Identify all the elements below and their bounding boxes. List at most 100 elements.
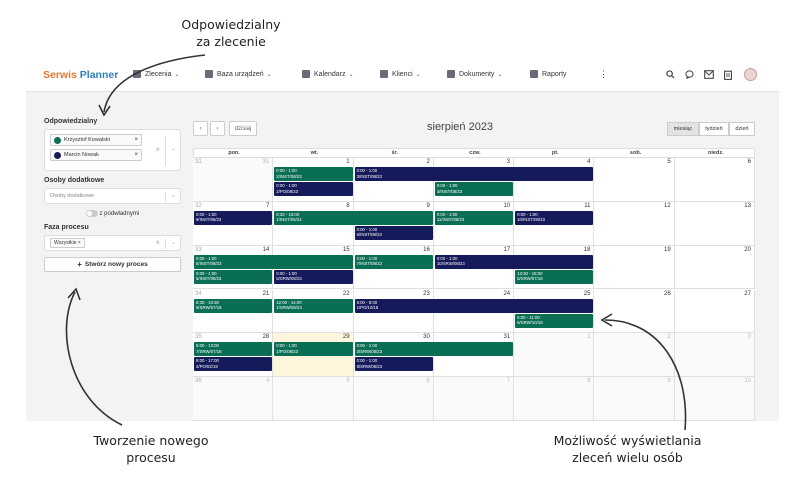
calendar-event[interactable]: 0:00 - 1:00 10/INST/08/23 bbox=[515, 210, 594, 225]
day-cell[interactable]: 18 bbox=[514, 245, 595, 290]
day-cell[interactable]: 31 bbox=[433, 333, 515, 378]
day-cell[interactable]: 16 bbox=[353, 245, 434, 290]
day-number[interactable]: 7 bbox=[265, 202, 270, 209]
day-cell[interactable]: 5 bbox=[594, 158, 675, 202]
day-cell[interactable]: 21 34 bbox=[193, 289, 274, 334]
view-week-button[interactable]: tydzień bbox=[699, 122, 729, 136]
mail-icon[interactable] bbox=[704, 70, 714, 79]
day-cell[interactable]: 9 bbox=[594, 377, 675, 421]
chevron-down-icon[interactable]: ⌄ bbox=[170, 193, 176, 199]
day-number[interactable]: 7 bbox=[506, 378, 511, 385]
calendar-event[interactable]: 8:00 - 17:00 2/PO/02/19 bbox=[194, 357, 273, 372]
process-phase-select[interactable]: Wszystkie × × ⌄ bbox=[44, 235, 181, 252]
calendar-event[interactable]: 6:00 - 11:00 6/SRW/10/18 bbox=[515, 313, 594, 328]
clear-icon[interactable]: × bbox=[155, 145, 160, 154]
day-cell[interactable]: 6 bbox=[353, 377, 434, 421]
day-cell[interactable]: 7 bbox=[433, 377, 515, 421]
next-month-button[interactable]: › bbox=[210, 121, 225, 136]
day-number[interactable]: 26 bbox=[664, 290, 671, 297]
remove-chip-icon[interactable]: × bbox=[134, 137, 138, 143]
calendar-event[interactable]: 8:30 - 10:30 9/SRW/07/18 bbox=[194, 298, 273, 313]
day-number[interactable]: 8 bbox=[346, 202, 350, 209]
day-number[interactable]: 6 bbox=[426, 378, 430, 385]
nav-item-raporty[interactable]: Raporty bbox=[530, 70, 567, 78]
day-cell[interactable]: 27 bbox=[674, 289, 755, 334]
day-number[interactable]: 10 bbox=[503, 202, 511, 209]
nav-item-klienci[interactable]: Klienci ⌄ bbox=[380, 70, 421, 78]
calendar-event[interactable]: 0:00 - 1:00 7/INST/08/23 bbox=[354, 254, 433, 269]
logo[interactable]: Serwis Planner bbox=[43, 69, 118, 81]
view-month-button[interactable]: miesiąc bbox=[667, 122, 699, 136]
day-cell[interactable]: 1 bbox=[514, 333, 595, 378]
day-number[interactable]: 29 bbox=[342, 334, 350, 341]
day-number[interactable]: 1 bbox=[346, 159, 350, 165]
chat-icon[interactable] bbox=[685, 70, 694, 79]
day-number[interactable]: 22 bbox=[342, 290, 350, 297]
day-cell[interactable]: 4 bbox=[514, 158, 595, 202]
view-day-button[interactable]: dzień bbox=[729, 122, 755, 136]
subordinates-toggle[interactable] bbox=[85, 210, 98, 217]
day-number[interactable]: 15 bbox=[342, 246, 350, 253]
day-number[interactable]: 4 bbox=[265, 378, 270, 385]
day-number[interactable]: 31 bbox=[262, 159, 270, 165]
day-number[interactable]: 16 bbox=[423, 246, 430, 253]
day-number[interactable]: 21 bbox=[262, 290, 270, 297]
day-number[interactable]: 1 bbox=[587, 334, 591, 341]
clipboard-list-icon[interactable] bbox=[724, 70, 732, 80]
day-cell[interactable]: 15 bbox=[273, 245, 354, 290]
day-number[interactable]: 2 bbox=[667, 334, 671, 341]
day-number[interactable]: 24 bbox=[503, 290, 511, 297]
day-number[interactable]: 14 bbox=[262, 246, 270, 253]
day-cell[interactable]: 13 bbox=[674, 201, 755, 246]
today-button[interactable]: dzisiaj bbox=[229, 121, 257, 136]
calendar-event[interactable]: 6:00 - 13:00 7/SRW/07/18 bbox=[194, 342, 273, 357]
day-number[interactable]: 5 bbox=[346, 378, 350, 385]
calendar-event[interactable]: 0:00 - 1:00 8/SRW/08/23 bbox=[354, 357, 433, 372]
day-number[interactable]: 31 bbox=[503, 334, 511, 341]
day-number[interactable]: 13 bbox=[744, 202, 751, 209]
calendar-event[interactable]: 0:00 - 1:00 3/INST/08/23 bbox=[354, 167, 594, 181]
more-vertical-icon[interactable]: ⋮ bbox=[599, 69, 608, 79]
chevron-down-icon[interactable]: ⌄ bbox=[170, 146, 176, 152]
day-number[interactable]: 20 bbox=[744, 246, 751, 253]
day-cell[interactable]: 25 bbox=[514, 289, 595, 334]
calendar-event[interactable]: 0:00 - 1:00 10/SRW/08/23 bbox=[434, 254, 594, 269]
calendar-event[interactable]: 12:00 - 14:00 1/SRW/08/23 bbox=[274, 298, 353, 313]
remove-chip-icon[interactable]: × bbox=[134, 152, 138, 158]
day-cell[interactable]: 10 bbox=[433, 201, 515, 246]
day-number[interactable]: 5 bbox=[667, 159, 671, 165]
nav-item-kalendarz[interactable]: Kalendarz ⌄ bbox=[302, 70, 354, 78]
search-icon[interactable] bbox=[666, 70, 675, 79]
day-cell[interactable]: 10 bbox=[674, 377, 755, 421]
calendar-event[interactable]: 0:00 - 1:00 11/INST/08/23 bbox=[434, 210, 514, 225]
nav-item-dokumenty[interactable]: Dokumenty ⌄ bbox=[447, 70, 502, 78]
day-number[interactable]: 19 bbox=[664, 246, 671, 253]
calendar-event[interactable]: 0:00 - 1:00 5/SRW/08/23 bbox=[274, 269, 353, 284]
day-cell[interactable]: 9 bbox=[353, 201, 434, 246]
day-number[interactable]: 10 bbox=[744, 378, 751, 385]
day-number[interactable]: 25 bbox=[583, 290, 591, 297]
day-number[interactable]: 12 bbox=[664, 202, 671, 209]
day-number[interactable]: 3 bbox=[747, 334, 751, 341]
day-cell[interactable]: 31 31 bbox=[193, 158, 274, 202]
day-cell[interactable]: 3 bbox=[674, 333, 755, 378]
day-number[interactable]: 18 bbox=[583, 246, 591, 253]
day-number[interactable]: 9 bbox=[667, 378, 671, 385]
responsible-select[interactable]: Krzysztof Kowalski × Marcin Nowak × × ⌄ bbox=[44, 129, 181, 171]
day-cell[interactable]: 7 32 bbox=[193, 201, 274, 246]
clear-icon[interactable]: × bbox=[155, 238, 160, 248]
day-cell[interactable]: 19 bbox=[594, 245, 675, 290]
calendar-event[interactable]: 0:00 - 1:00 5/INST/08/23 bbox=[194, 269, 273, 284]
user-avatar[interactable] bbox=[744, 68, 757, 81]
day-cell[interactable]: 20 bbox=[674, 245, 755, 290]
nav-item-zlecenia[interactable]: Zlecenia ⌄ bbox=[133, 70, 180, 78]
calendar-event[interactable]: 0:00 - 1:00 6/INST/08/23 bbox=[354, 225, 433, 240]
day-cell[interactable]: 11 bbox=[514, 201, 595, 246]
day-number[interactable]: 3 bbox=[506, 159, 511, 165]
day-cell[interactable]: 1 bbox=[273, 158, 354, 202]
day-number[interactable]: 17 bbox=[503, 246, 511, 253]
remove-chip-icon[interactable]: × bbox=[77, 240, 81, 247]
calendar-event[interactable]: 0:00 - 1:00 2/PO/08/23 bbox=[274, 182, 353, 196]
day-number[interactable]: 8 bbox=[587, 378, 591, 385]
day-cell[interactable]: 8 bbox=[514, 377, 595, 421]
